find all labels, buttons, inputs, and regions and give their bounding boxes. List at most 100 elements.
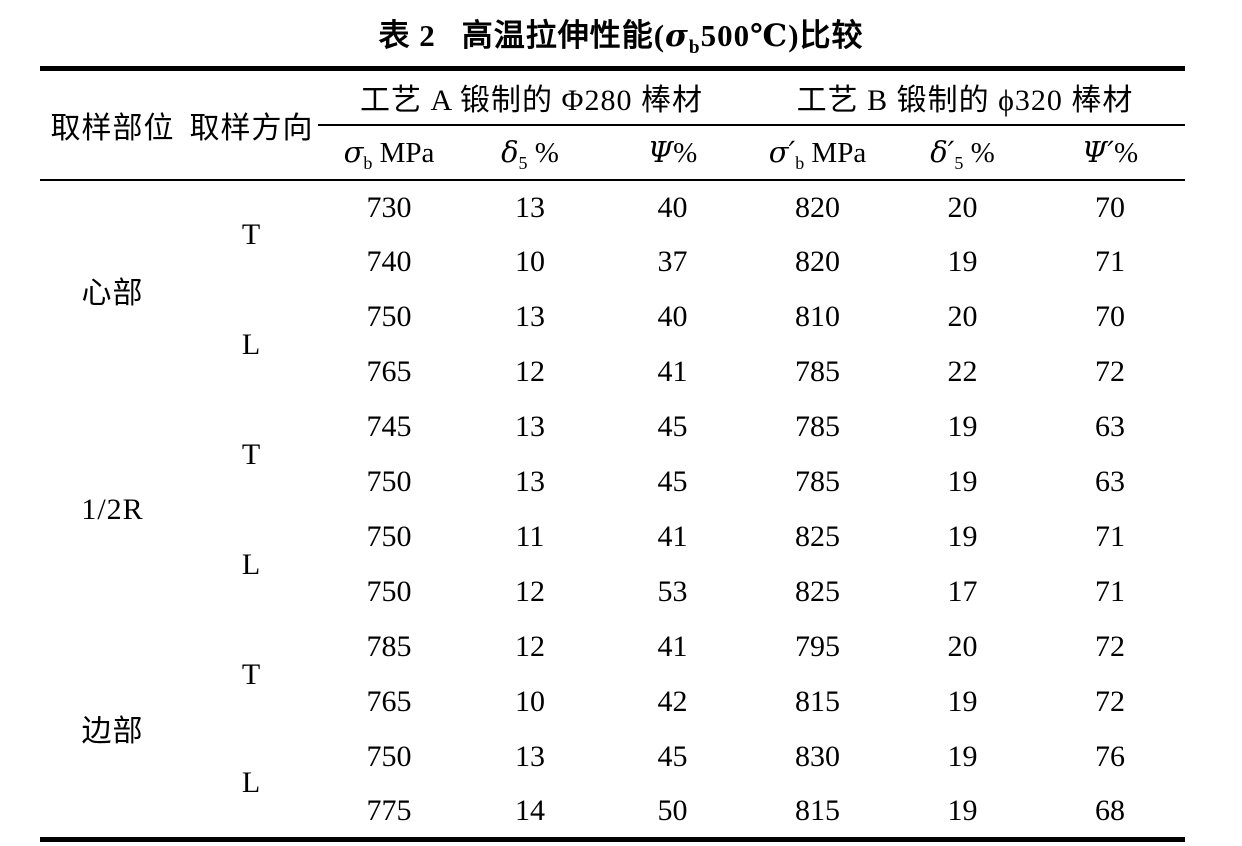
table-title: 表 2 高温拉伸性能(σb500℃)比较	[0, 10, 1242, 59]
column-group-process-b: 工艺 B 锻制的 ϕ320 棒材	[745, 68, 1186, 126]
value-cell: 810	[795, 300, 841, 333]
value-cell: 820	[795, 245, 841, 278]
table-header: 取样部位 取样方向 工艺 A 锻制的 Φ280 棒材 工艺 B 锻制的 ϕ320…	[40, 68, 1186, 181]
table-row: 750 13 45 785 19 63	[40, 455, 1185, 510]
value-cell: 745	[366, 410, 412, 443]
value-cell: 795	[795, 630, 841, 663]
value-cell: 13	[515, 300, 545, 333]
column-header-delta-a: δ5 %	[460, 124, 600, 181]
value-cell: 14	[515, 793, 545, 827]
value-cell: 820	[795, 190, 841, 224]
location-cell: 心部	[81, 277, 144, 310]
value-cell: 815	[795, 685, 841, 718]
column-header-psi-b: Ψ′%	[1035, 124, 1186, 181]
table-row: L 750 13 40 810 20 70	[40, 290, 1185, 361]
value-cell: 63	[1095, 410, 1126, 443]
value-cell: 19	[947, 245, 978, 278]
value-cell: 42	[657, 685, 688, 718]
table-row: 边部 T 785 12 41 795 20 72	[40, 620, 1185, 748]
direction-cell: T	[241, 437, 262, 471]
value-cell: 53	[657, 575, 688, 608]
value-cell: 775	[366, 793, 412, 827]
column-header-location: 取样部位	[40, 68, 185, 181]
value-cell: 19	[947, 793, 978, 827]
value-cell: 13	[515, 740, 545, 773]
table-row: 765 12 41 785 22 72	[40, 345, 1185, 400]
value-cell: 72	[1095, 630, 1126, 663]
table-title-tag: 表 2	[378, 18, 436, 53]
table-row: L 750 13 45 830 19 76	[40, 730, 1185, 799]
direction-cell: L	[241, 547, 262, 581]
psi-b-unit: %	[1113, 136, 1139, 169]
header-group-row: 取样部位 取样方向 工艺 A 锻制的 Φ280 棒材 工艺 B 锻制的 ϕ320…	[40, 68, 1186, 181]
direction-cell: T	[241, 657, 262, 691]
value-cell: 72	[1095, 355, 1126, 388]
value-cell: 41	[657, 630, 688, 663]
value-cell: 41	[657, 520, 688, 553]
value-cell: 10	[515, 685, 545, 718]
delta-b-unit: %	[963, 136, 995, 169]
value-cell: 19	[947, 740, 978, 773]
direction-cell: T	[241, 218, 262, 251]
value-cell: 45	[657, 410, 688, 443]
value-cell: 50	[657, 793, 688, 827]
title-sigma-symbol: σ	[665, 18, 689, 54]
column-group-process-a: 工艺 A 锻制的 Φ280 棒材	[318, 68, 746, 126]
column-header-direction: 取样方向	[185, 68, 318, 181]
title-sigma-subscript: b	[688, 37, 701, 59]
value-cell: 12	[515, 630, 545, 663]
value-cell: 830	[795, 740, 841, 773]
column-header-sigma-a: σb MPa	[318, 124, 460, 181]
value-cell: 19	[947, 520, 978, 553]
value-cell: 785	[795, 410, 841, 443]
delta-a-symbol: δ	[501, 134, 519, 169]
value-cell: 785	[795, 355, 841, 388]
value-cell: 76	[1095, 740, 1126, 773]
value-cell: 750	[366, 520, 412, 553]
value-cell: 63	[1095, 465, 1126, 498]
value-cell: 750	[366, 740, 412, 773]
value-cell: 19	[947, 465, 978, 498]
delta-b-symbol: δ′	[930, 134, 955, 169]
value-cell: 71	[1095, 520, 1126, 553]
header-sub-row: σb MPa δ5 % Ψ% σ′b MPa δ′5 % Ψ′%	[40, 124, 1186, 181]
table-row: 775 14 50 815 19 68	[40, 785, 1185, 840]
value-cell: 825	[795, 575, 841, 608]
sigma-a-unit: MPa	[372, 136, 435, 169]
value-cell: 750	[366, 465, 412, 498]
value-cell: 13	[515, 190, 545, 224]
value-cell: 10	[515, 245, 545, 278]
value-cell: 45	[657, 740, 688, 773]
value-cell: 71	[1095, 245, 1126, 278]
value-cell: 765	[366, 355, 412, 388]
value-cell: 72	[1095, 685, 1126, 718]
sigma-b-symbol: σ′	[768, 134, 796, 169]
value-cell: 815	[795, 793, 841, 827]
value-cell: 785	[795, 465, 841, 498]
value-cell: 70	[1095, 300, 1126, 333]
value-cell: 17	[947, 575, 978, 608]
location-cell: 1/2R	[81, 492, 144, 526]
value-cell: 71	[1095, 575, 1126, 608]
value-cell: 20	[947, 300, 978, 333]
table-row: 740 10 37 820 19 71	[40, 235, 1185, 290]
direction-cell: L	[241, 327, 262, 361]
value-cell: 825	[795, 520, 841, 553]
value-cell: 20	[947, 190, 978, 224]
value-cell: 750	[366, 575, 412, 608]
column-header-delta-b: δ′5 %	[890, 124, 1036, 181]
psi-a-unit: %	[673, 136, 698, 169]
value-cell: 19	[947, 685, 978, 718]
direction-cell: L	[241, 766, 262, 800]
value-cell: 12	[515, 575, 545, 608]
table-body: 心部 T 730 13 40 820 20 70 740 10 37 820 19 71 L 750 13 40 8…	[40, 180, 1185, 840]
value-cell: 68	[1095, 793, 1126, 827]
value-cell: 40	[657, 300, 688, 333]
value-cell: 730	[366, 190, 412, 224]
value-cell: 785	[366, 630, 412, 663]
value-cell: 12	[515, 355, 545, 388]
table-row: 750 12 53 825 17 71	[40, 565, 1185, 620]
title-text-pre: 高温拉伸性能(	[461, 18, 666, 53]
sigma-b-unit: MPa	[804, 136, 867, 169]
